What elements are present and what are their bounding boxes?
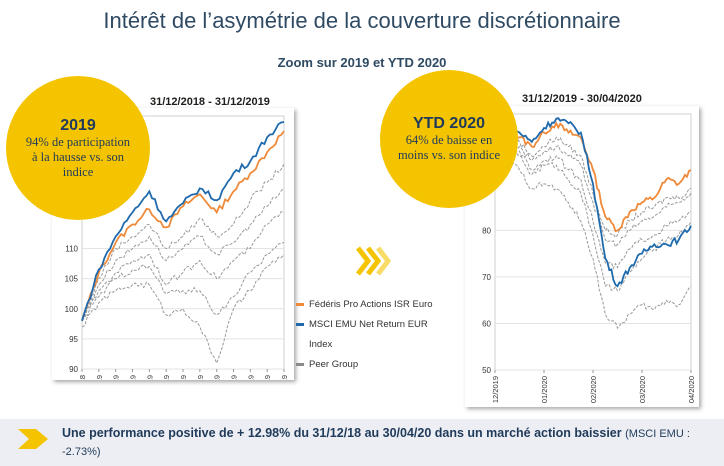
right-series-line-4 (494, 142, 692, 270)
left-series (81, 121, 285, 365)
left-chart-panel: 90 95 100 105 110 12/2018 01/2019 02/2019 03/20… (52, 108, 294, 402)
left-x-tick-label: 07/2019 (196, 375, 205, 380)
legend: Fédéris Pro Actions ISR Euro MSCI EMU Ne… (296, 294, 466, 374)
left-x-tick-label: 08/2019 (213, 375, 222, 380)
right-series-line-2 (494, 134, 692, 239)
left-y-tick-label: 95 (69, 335, 78, 344)
legend-item-peer: Peer Group (296, 354, 466, 374)
right-chart: 50 60 70 80 12/2019 01/2020 02/2020 03/2020 04/… (482, 113, 696, 403)
left-x-tick-label: 12/2019 (280, 375, 289, 380)
legend-label-index: MSCI EMU Net Return EUR (309, 318, 428, 330)
left-y-axis: 90 95 100 105 110 (65, 245, 79, 374)
left-series-line-6 (81, 242, 285, 321)
left-x-tick-label: 03/2019 (129, 375, 138, 380)
right-x-tick-label: 12/2019 (491, 376, 500, 403)
left-x-tick-label: 05/2019 (162, 375, 171, 380)
left-x-tick-label: 04/2019 (145, 375, 154, 380)
right-y-tick-label: 50 (482, 366, 491, 375)
right-series-line-0 (494, 121, 692, 233)
left-circle-text: 94% de participation à la hausse vs. son… (25, 134, 131, 179)
left-y-tick-label: 90 (69, 365, 78, 374)
right-y-tick-label: 80 (482, 226, 491, 235)
legend-item-index-cont: Index (296, 334, 466, 354)
legend-swatch-fund (296, 302, 304, 306)
legend-label-index-cont: Index (309, 338, 333, 350)
left-x-axis: 12/2018 01/2019 02/2019 03/2019 04/2019 05/20… (78, 369, 289, 402)
left-period-label: 31/12/2018 - 31/12/2019 (150, 96, 270, 108)
right-plot-area (494, 113, 692, 371)
left-circle-heading: 2019 (60, 116, 96, 134)
right-period-label: 31/12/2019 - 30/04/2020 (522, 93, 642, 105)
right-series-line-5 (494, 147, 692, 292)
chevron-icon (18, 429, 48, 449)
footer-text: Une performance positive de + 12.98% du … (62, 425, 712, 461)
legend-label-peer: Peer Group (309, 358, 359, 370)
left-x-tick-label: 02/2019 (112, 375, 121, 380)
left-y-tick-label: 110 (65, 245, 78, 254)
right-circle-heading: YTD 2020 (412, 115, 486, 132)
right-series-line-6 (494, 152, 692, 330)
right-x-tick-label: 02/2020 (589, 376, 598, 403)
right-series-line-1 (494, 117, 692, 288)
left-y-tick-label: 100 (65, 305, 79, 314)
right-x-tick-label: 03/2020 (638, 376, 647, 403)
right-series (494, 117, 692, 330)
right-y-tick-label: 60 (482, 319, 491, 328)
footer-banner: Une performance positive de + 12.98% du … (0, 419, 724, 466)
right-x-axis: 12/2019 01/2020 02/2020 03/2020 04/2020 (491, 370, 696, 403)
right-x-tick-label: 04/2020 (687, 376, 696, 403)
page-title: Intérêt de l’asymétrie de la couverture … (103, 8, 621, 33)
legend-item-fund: Fédéris Pro Actions ISR Euro (296, 294, 466, 314)
left-series-line-1 (81, 121, 285, 322)
left-x-tick-label: 10/2019 (246, 375, 255, 380)
left-series-line-4 (81, 211, 285, 322)
left-x-tick-label: 11/2019 (263, 375, 272, 380)
legend-swatch-peer (296, 362, 304, 366)
right-highlight-circle: YTD 2020 64% de baisse en moins vs. son … (380, 70, 518, 208)
left-highlight-circle: 2019 94% de participation à la hausse vs… (6, 76, 150, 220)
left-x-tick-label: 01/2019 (95, 375, 104, 380)
page-subtitle: Zoom sur 2019 et YTD 2020 (277, 55, 447, 70)
right-y-axis: 50 60 70 80 (482, 226, 491, 375)
footer-main: Une performance positive de + 12.98% du … (62, 426, 622, 440)
left-x-tick-label: 09/2019 (230, 375, 239, 380)
left-series-line-3 (81, 187, 285, 322)
right-circle-text: 64% de baisse en moins vs. son indice (397, 133, 501, 162)
chevrons-icon (356, 246, 392, 276)
legend-label-fund: Fédéris Pro Actions ISR Euro (309, 298, 433, 310)
right-y-tick-label: 70 (482, 273, 491, 282)
legend-swatch-index (296, 322, 304, 326)
left-series-line-0 (81, 130, 285, 322)
footer-note: (MSCI EMU : -2.73%) (62, 428, 690, 458)
left-series-line-2 (81, 163, 285, 321)
left-y-tick-label: 105 (65, 275, 79, 284)
left-x-tick-label: 12/2018 (78, 375, 87, 380)
right-grid (494, 113, 692, 371)
legend-item-index: MSCI EMU Net Return EUR (296, 314, 466, 334)
left-x-tick-label: 06/2019 (179, 375, 188, 380)
right-x-tick-label: 01/2020 (540, 376, 549, 403)
right-series-line-3 (494, 138, 692, 248)
